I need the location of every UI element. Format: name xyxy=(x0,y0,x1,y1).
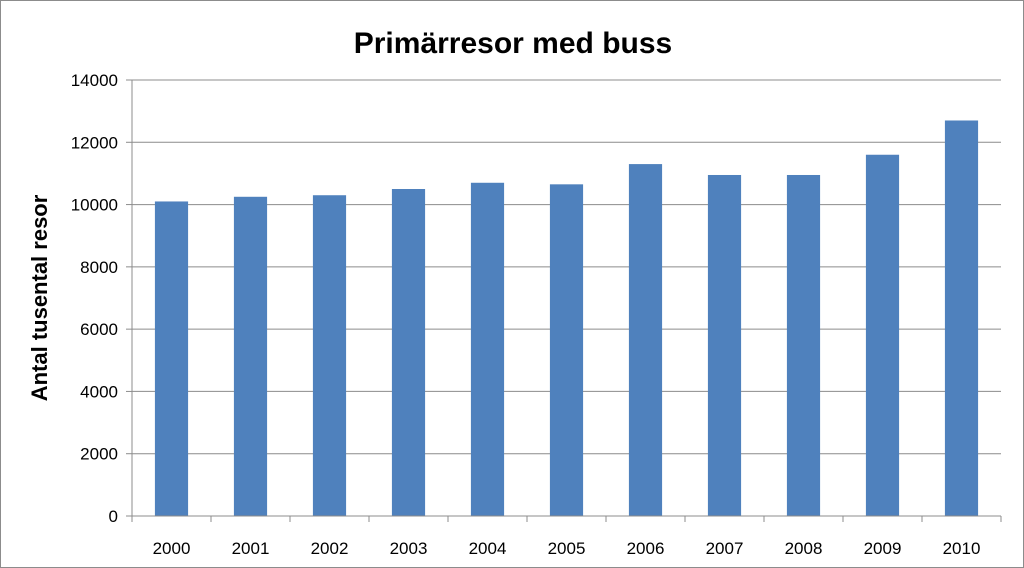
y-tick-label: 4000 xyxy=(80,382,118,401)
y-tick-label: 8000 xyxy=(80,258,118,277)
bar-2004 xyxy=(470,182,505,516)
chart-title: Primärresor med buss xyxy=(354,27,672,60)
bar-2008 xyxy=(786,174,821,516)
x-tick-label: 2006 xyxy=(627,539,665,558)
y-tick-label: 10000 xyxy=(71,196,118,215)
y-tick-label: 14000 xyxy=(71,71,118,90)
x-tick-labels: 2000 2001 2002 2003 2004 2005 2006 2007 2008 2009… xyxy=(153,539,981,558)
y-tick-label: 0 xyxy=(109,507,118,526)
x-tick-label: 2005 xyxy=(548,539,586,558)
bar-2003 xyxy=(391,189,426,516)
x-tick-label: 2002 xyxy=(311,539,349,558)
y-tick-label: 2000 xyxy=(80,445,118,464)
bar-2002 xyxy=(312,195,347,516)
bar-2000 xyxy=(154,201,189,516)
bar-2010 xyxy=(944,120,979,516)
x-tick-label: 2004 xyxy=(469,539,507,558)
x-tick-label: 2010 xyxy=(943,539,981,558)
bar-2009 xyxy=(865,154,900,516)
y-tick-labels: 0 2000 4000 6000 8000 10000 12000 14000 xyxy=(71,71,118,526)
x-tick-label: 2003 xyxy=(390,539,428,558)
bar-2007 xyxy=(707,174,742,516)
y-axis-label: Antal tusental resor xyxy=(27,194,52,401)
x-tick-label: 2008 xyxy=(785,539,823,558)
x-tick-label: 2009 xyxy=(864,539,902,558)
bar-2006 xyxy=(628,164,663,517)
bar-2001 xyxy=(233,196,268,517)
x-tick-label: 2007 xyxy=(706,539,744,558)
x-tick-label: 2000 xyxy=(153,539,191,558)
y-tick-label: 12000 xyxy=(71,133,118,152)
bar-2005 xyxy=(549,184,584,517)
axes xyxy=(126,79,1002,522)
bars xyxy=(154,120,979,517)
x-tick-label: 2001 xyxy=(232,539,270,558)
y-tick-label: 6000 xyxy=(80,320,118,339)
